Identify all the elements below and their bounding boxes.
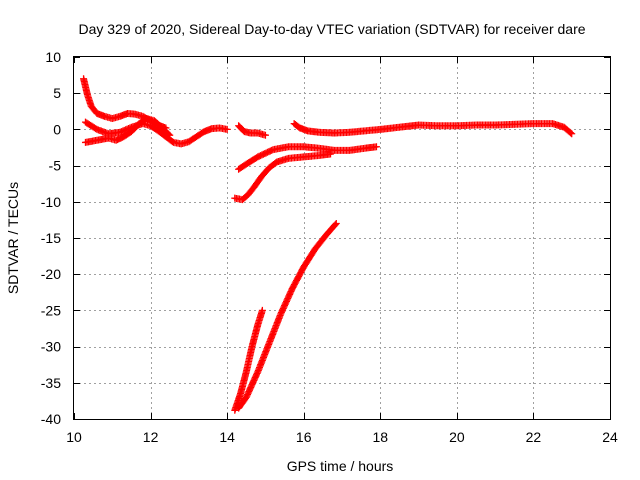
y-tick-label: -5 xyxy=(49,158,62,174)
data-point xyxy=(166,131,174,139)
y-tick-label: -15 xyxy=(41,230,61,246)
plot-frame xyxy=(73,56,611,420)
y-tick-label: 5 xyxy=(53,85,61,101)
x-tick-label: 24 xyxy=(602,429,618,445)
data-point xyxy=(372,143,380,151)
x-tick-label: 22 xyxy=(526,429,542,445)
x-tick-label: 14 xyxy=(219,429,235,445)
data-point xyxy=(568,130,576,138)
y-tick-label: -10 xyxy=(41,194,61,210)
series-track-i xyxy=(231,306,266,414)
data-point xyxy=(261,131,269,139)
data-point xyxy=(165,130,173,138)
series-track-c xyxy=(81,115,174,146)
data-point xyxy=(258,306,266,314)
data-points xyxy=(80,75,576,414)
y-tick-label: -20 xyxy=(41,266,61,282)
y-tick-label: 0 xyxy=(53,121,61,137)
data-point xyxy=(223,125,231,133)
series-track-f xyxy=(231,150,335,204)
y-axis-label: SDTVAR / TECUs xyxy=(5,182,21,294)
y-tick-label: -40 xyxy=(41,411,61,427)
tick-labels: 10 12 14 16 18 20 22 24 10 5 0 -5 -10 -15 -20 -25 -30 -35… xyxy=(41,49,618,445)
y-tick-label: -30 xyxy=(41,339,61,355)
series-track-b xyxy=(81,118,231,148)
x-tick-label: 10 xyxy=(66,429,82,445)
series-track-h xyxy=(235,220,340,412)
y-tick-label: -25 xyxy=(41,302,61,318)
x-tick-label: 12 xyxy=(143,429,159,445)
series-track-e xyxy=(235,143,380,173)
chart-title: Day 329 of 2020, Sidereal Day-to-day VTE… xyxy=(78,21,585,37)
x-axis-label: GPS time / hours xyxy=(287,458,394,474)
data-point xyxy=(327,150,335,158)
series-track-d xyxy=(235,122,269,139)
data-point xyxy=(331,221,339,229)
grid-lines xyxy=(74,57,610,419)
data-point xyxy=(332,220,340,228)
x-tick-label: 18 xyxy=(372,429,388,445)
series-track-g xyxy=(290,120,576,138)
y-tick-label: -35 xyxy=(41,375,61,391)
x-tick-label: 20 xyxy=(449,429,465,445)
data-point xyxy=(567,129,575,137)
y-tick-label: 10 xyxy=(45,49,61,65)
x-tick-label: 16 xyxy=(296,429,312,445)
